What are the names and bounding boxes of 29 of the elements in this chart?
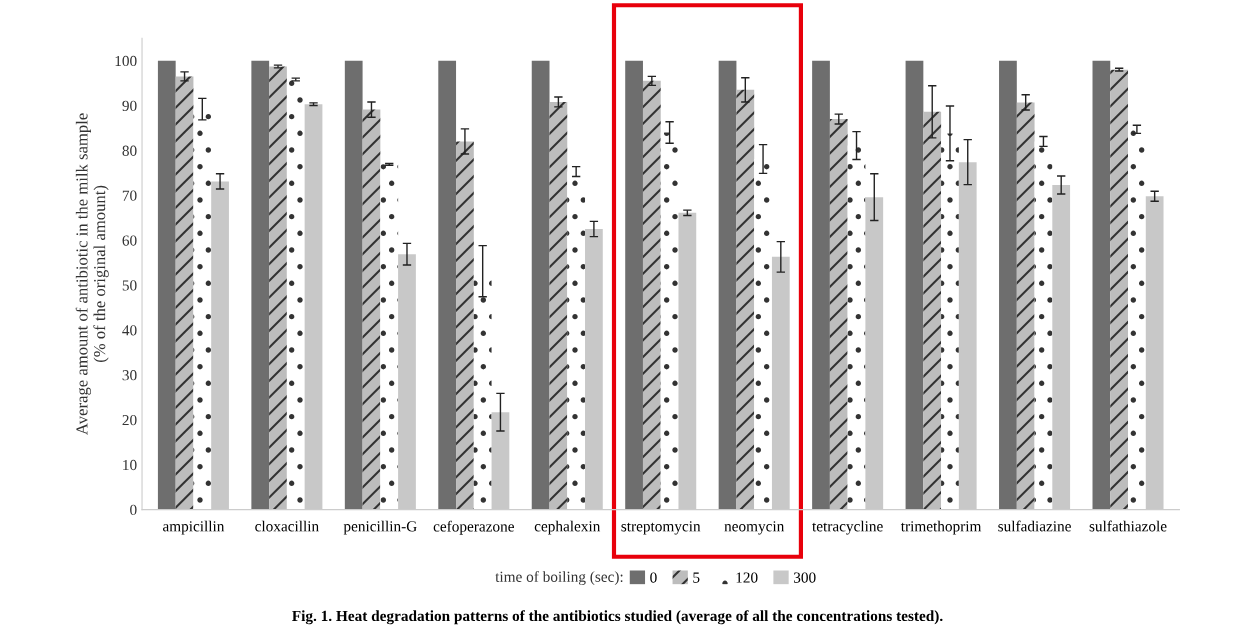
x-tick-label: ampicillin	[162, 520, 225, 535]
x-tick-label: penicillin-G	[343, 520, 417, 535]
x-tick-label: sulfathiazole	[1089, 520, 1167, 532]
x-tick-label: trimethoprim	[900, 520, 982, 535]
legend-label: 120	[736, 572, 758, 583]
x-tick-label: cloxacillin	[255, 520, 319, 532]
y-tick-label: 50	[122, 280, 137, 291]
x-tick-label: streptomycin	[621, 521, 701, 535]
x-tick-label: cefoperazone	[433, 520, 514, 535]
y-tick-label: 40	[122, 325, 137, 336]
y-tick-label: 0	[130, 504, 137, 516]
legend-label: 300	[793, 572, 816, 583]
x-tick-label: neomycin	[724, 521, 785, 535]
y-tick-label: 70	[122, 190, 137, 201]
y-tick-label: 100	[115, 55, 137, 67]
legend-label: 5	[693, 572, 700, 583]
y-axis-title: Average amount of antibiotic in the milk sample (% of the original amount)	[75, 113, 109, 435]
y-tick-label: 80	[122, 145, 137, 156]
y-tick-label: 30	[122, 370, 137, 381]
y-tick-label: 90	[122, 100, 137, 112]
legend-title: time of boiling (sec):	[495, 571, 623, 586]
x-tick-label: tetracycline	[812, 520, 883, 535]
y-tick-label: 10	[123, 459, 137, 471]
x-tick-label: sulfadiazine	[998, 520, 1071, 532]
y-tick-label: 60	[122, 235, 137, 246]
x-tick-label: cephalexin	[534, 520, 601, 535]
legend-label: 0	[650, 572, 657, 583]
caption: Fig. 1. Heat degradation patterns of the antibiotics studied (average of all the concentrations tested).	[292, 610, 943, 625]
y-tick-label: 20	[122, 414, 137, 426]
